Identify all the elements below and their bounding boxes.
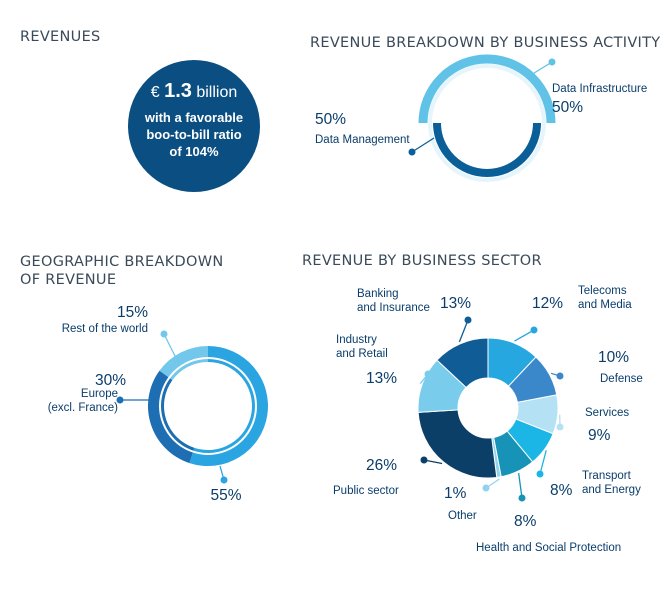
label-telecoms-line-2: and Media xyxy=(578,299,632,311)
industry-dot xyxy=(424,370,432,378)
slice-rest-of-world xyxy=(159,346,208,381)
label-transport-line-2: and Energy xyxy=(582,484,641,496)
pct-europe: 30% xyxy=(95,372,126,389)
revenue-value: 1.3 xyxy=(164,80,192,102)
slice-banking xyxy=(436,337,489,389)
pct-defense: 10% xyxy=(598,349,629,366)
pct-data-infrastructure: 50% xyxy=(552,99,583,116)
rest-of-world-leader xyxy=(163,333,179,363)
pct-transport: 8% xyxy=(550,482,573,499)
slice-data-management xyxy=(433,122,541,177)
revenues-title: REVENUES xyxy=(20,29,101,45)
revenue-bubble: € 1.3 billion with a favorable boo-to-bi… xyxy=(128,60,260,192)
public-sector-dot xyxy=(420,456,428,464)
health-dot xyxy=(518,494,526,502)
transport-leader xyxy=(539,450,547,475)
sector-center xyxy=(460,380,516,436)
defense-dot xyxy=(556,372,564,380)
geo-inner-ring xyxy=(159,357,257,455)
data-infrastructure-dot xyxy=(548,58,556,66)
pct-health: 8% xyxy=(514,513,537,530)
transport-dot xyxy=(536,470,544,478)
book-to-bill-line-3: of 104% xyxy=(169,144,219,159)
banking-leader xyxy=(458,319,469,343)
slice-public-sector xyxy=(417,409,498,479)
label-data-management: Data Management xyxy=(315,134,410,146)
france-dot xyxy=(220,476,228,484)
label-other-line-1: Other xyxy=(448,510,477,522)
data-management-leader xyxy=(411,137,435,153)
sector-chart-title: REVENUE BY BUSINESS SECTOR xyxy=(302,253,542,269)
book-to-bill-text: with a favorable boo-to-bill ratio of 10… xyxy=(128,109,260,160)
label-transport-line-1: Transport xyxy=(582,470,632,482)
pct-data-management: 50% xyxy=(315,111,346,128)
geo-title-line-1: GEOGRAPHIC BREAKDOWN xyxy=(20,254,224,270)
europe-dot xyxy=(116,396,124,404)
label-rest-of-world-line-1: Rest of the world xyxy=(62,323,148,335)
pct-other: 1% xyxy=(444,485,467,502)
label-telecoms-line-1: Telecoms xyxy=(578,285,627,297)
label-data-infrastructure: Data Infrastructure xyxy=(552,83,647,95)
services-dot xyxy=(556,423,564,431)
revenue-unit: billion xyxy=(196,84,238,101)
label-public-sector-line-1: Public sector xyxy=(333,485,399,497)
pct-telecoms: 12% xyxy=(532,295,563,312)
geo-title-line-2: OF REVENUE xyxy=(20,272,117,288)
slice-data-infrastructure xyxy=(418,54,556,124)
banking-dot xyxy=(464,316,472,324)
label-banking-line-2: and Insurance xyxy=(357,302,430,314)
health-leader xyxy=(518,473,523,499)
label-industry-line-1: Industry xyxy=(336,334,377,346)
pct-rest-of-world: 15% xyxy=(117,304,148,321)
book-to-bill-line-2: boo-to-bill ratio xyxy=(146,127,242,142)
label-health-line-1: Health and Social Protection xyxy=(476,542,621,554)
label-europe-line-1: Europe xyxy=(81,388,118,400)
label-industry-line-2: and Retail xyxy=(336,348,388,360)
pct-public-sector: 26% xyxy=(366,457,397,474)
activity-chart-title: REVENUE BREAKDOWN BY BUSINESS ACTIVITY xyxy=(310,35,661,51)
revenue-amount: € 1.3 billion xyxy=(128,80,260,104)
pct-france: 55% xyxy=(210,487,241,504)
other-dot xyxy=(482,484,490,492)
rest-of-world-dot xyxy=(160,330,168,338)
data-infrastructure-leader xyxy=(525,61,553,79)
label-services-line-1: Services xyxy=(585,407,629,419)
book-to-bill-line-1: with a favorable xyxy=(144,110,244,125)
currency-symbol: € xyxy=(150,84,160,101)
telecoms-leader xyxy=(514,329,535,342)
pct-banking: 13% xyxy=(440,295,471,312)
telecoms-dot xyxy=(530,326,538,334)
label-defense-line-1: Defense xyxy=(600,373,643,385)
slice-france xyxy=(189,346,268,466)
activity-ring-track xyxy=(428,64,546,182)
geo-chart-title: GEOGRAPHIC BREAKDOWN OF REVENUE xyxy=(20,253,260,289)
label-banking-line-1: Banking xyxy=(357,288,399,300)
data-management-dot xyxy=(408,148,416,156)
pct-services: 9% xyxy=(588,427,611,444)
slice-europe xyxy=(148,370,195,464)
pct-industry: 13% xyxy=(366,370,397,387)
label-europe-line-2: (excl. France) xyxy=(48,402,118,414)
